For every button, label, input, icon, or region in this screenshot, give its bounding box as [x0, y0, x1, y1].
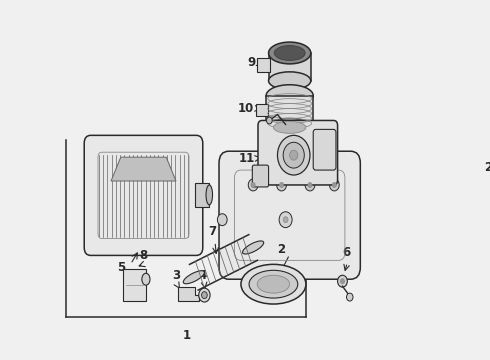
Circle shape	[329, 179, 339, 191]
Ellipse shape	[241, 264, 306, 304]
Bar	[266, 96, 313, 127]
Text: 2: 2	[277, 243, 286, 256]
Circle shape	[251, 183, 255, 188]
Text: 5: 5	[117, 261, 125, 274]
Bar	[257, 58, 270, 72]
Circle shape	[341, 279, 344, 284]
Bar	[256, 104, 268, 116]
Circle shape	[332, 183, 336, 188]
FancyBboxPatch shape	[313, 129, 336, 170]
Text: 10: 10	[238, 102, 254, 115]
Ellipse shape	[206, 185, 213, 205]
Text: 9: 9	[247, 57, 256, 69]
Circle shape	[346, 293, 353, 301]
Text: 4: 4	[198, 269, 207, 282]
Circle shape	[283, 217, 288, 223]
Text: 7: 7	[208, 225, 217, 238]
Ellipse shape	[274, 46, 305, 60]
Circle shape	[248, 179, 258, 191]
Text: 11: 11	[239, 152, 255, 165]
Polygon shape	[111, 157, 176, 181]
Text: 8: 8	[139, 249, 147, 262]
Text: 2: 2	[485, 161, 490, 174]
Text: 1: 1	[182, 329, 191, 342]
Bar	[269, 53, 311, 81]
Ellipse shape	[142, 273, 150, 285]
Text: 3: 3	[172, 269, 180, 282]
Circle shape	[218, 214, 227, 226]
Bar	[123, 269, 146, 301]
Ellipse shape	[249, 270, 298, 298]
Ellipse shape	[257, 275, 290, 293]
FancyBboxPatch shape	[219, 151, 360, 279]
Circle shape	[277, 135, 310, 175]
Circle shape	[201, 292, 207, 298]
Circle shape	[290, 150, 298, 160]
FancyBboxPatch shape	[252, 165, 269, 187]
Circle shape	[338, 275, 347, 287]
Text: 6: 6	[343, 246, 351, 260]
Circle shape	[199, 288, 210, 302]
Circle shape	[308, 183, 312, 188]
Polygon shape	[178, 287, 199, 301]
Circle shape	[279, 183, 284, 188]
FancyBboxPatch shape	[84, 135, 203, 255]
Circle shape	[277, 179, 287, 191]
Ellipse shape	[266, 85, 313, 107]
Bar	[195, 183, 209, 207]
Circle shape	[267, 117, 272, 124]
Ellipse shape	[273, 121, 306, 133]
Ellipse shape	[243, 241, 264, 254]
Ellipse shape	[183, 271, 204, 284]
Circle shape	[305, 179, 315, 191]
Circle shape	[283, 142, 304, 168]
Circle shape	[279, 212, 292, 228]
Ellipse shape	[266, 118, 313, 136]
FancyBboxPatch shape	[258, 121, 338, 185]
Ellipse shape	[269, 42, 311, 64]
Ellipse shape	[269, 72, 311, 90]
